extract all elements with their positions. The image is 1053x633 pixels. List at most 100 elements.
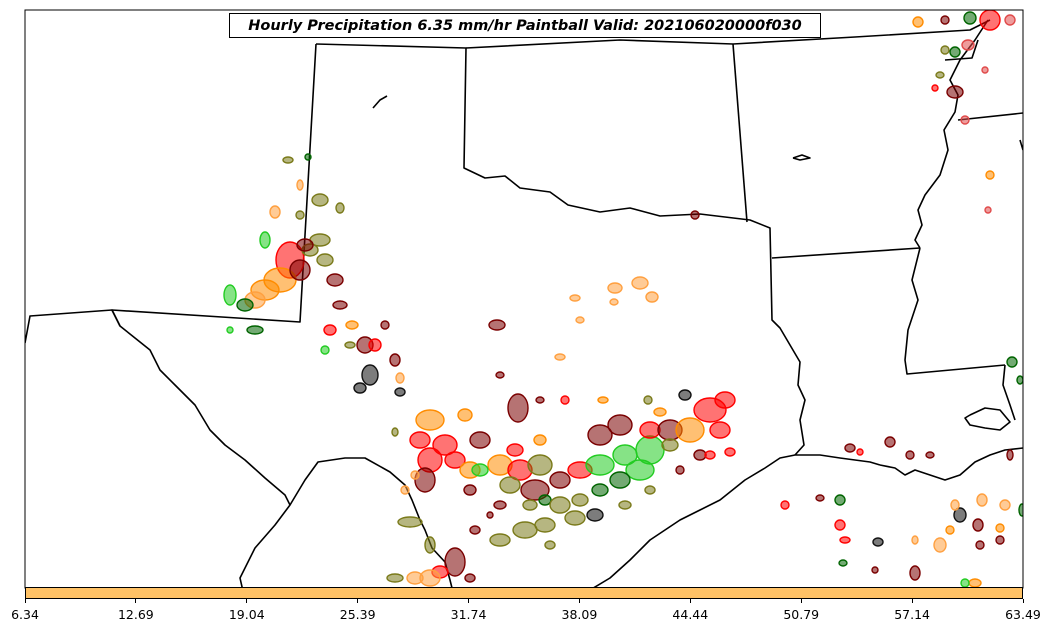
- precip-blob: [414, 467, 436, 493]
- precip-blob: [940, 45, 950, 55]
- precip-blob: [1018, 503, 1023, 517]
- precip-blob: [931, 84, 939, 92]
- precip-blob: [311, 193, 329, 207]
- precip-blob: [912, 16, 924, 28]
- precip-blob: [976, 493, 988, 507]
- precip-blob: [675, 465, 685, 475]
- precip-blob: [304, 153, 312, 161]
- colorbar-tick: [578, 599, 580, 603]
- precip-blob: [704, 450, 716, 460]
- precip-blob: [839, 536, 851, 544]
- precip-blob: [834, 494, 846, 506]
- precip-blob: [905, 450, 915, 460]
- precip-blob: [609, 471, 631, 489]
- precip-blob: [560, 395, 570, 405]
- colorbar-tick: [800, 599, 802, 603]
- precip-blobs: [223, 10, 1023, 588]
- precip-blob: [780, 500, 790, 510]
- precip-blob: [488, 319, 506, 331]
- precip-blob: [571, 493, 589, 507]
- precip-blob: [353, 382, 367, 394]
- precip-blob: [534, 517, 556, 533]
- precip-blob: [953, 507, 967, 523]
- precip-blob: [961, 39, 975, 51]
- precip-blob: [884, 436, 896, 448]
- colorbar-tick-label: 6.34: [11, 607, 39, 622]
- colorbar-tick: [689, 599, 691, 603]
- precip-blob: [549, 471, 571, 489]
- colorbar-tick: [135, 599, 137, 603]
- precip-blob: [316, 253, 334, 267]
- precip-blob: [838, 559, 848, 567]
- precip-blob: [282, 156, 294, 164]
- colorbar-tick-label: 19.04: [228, 607, 265, 622]
- precip-blob: [361, 364, 379, 386]
- precip-blob: [323, 324, 337, 336]
- precip-blob: [985, 170, 995, 180]
- precip-blob: [984, 206, 992, 214]
- precip-blob: [844, 443, 856, 453]
- precip-blob: [609, 298, 619, 306]
- precip-blob: [554, 353, 566, 361]
- precip-blob: [335, 202, 345, 214]
- precip-blob: [391, 427, 399, 437]
- precip-blob: [432, 434, 458, 456]
- precip-blob: [469, 431, 491, 449]
- colorbar: [25, 587, 1023, 599]
- precip-blob: [269, 205, 281, 219]
- precip-blob: [950, 499, 960, 511]
- colorbar-tick: [468, 599, 470, 603]
- precip-blob: [489, 533, 511, 547]
- precip-blob: [591, 483, 609, 497]
- state-boundaries: [25, 19, 1023, 588]
- precip-blob: [533, 434, 547, 446]
- precip-blob: [457, 408, 473, 422]
- precip-blob: [933, 537, 947, 553]
- precip-blob: [223, 284, 237, 306]
- precip-blob: [486, 511, 494, 519]
- precip-blob: [424, 536, 436, 554]
- precip-blob: [597, 396, 609, 404]
- precip-blob: [464, 573, 476, 583]
- precip-blob: [872, 537, 884, 547]
- precip-blob: [693, 449, 707, 461]
- precip-blob: [675, 417, 705, 443]
- precip-blob: [618, 500, 632, 510]
- precip-blob: [975, 540, 985, 550]
- precip-blob: [368, 338, 382, 352]
- precip-blob: [469, 525, 481, 535]
- precip-blob: [1006, 356, 1018, 368]
- precip-blob: [678, 389, 692, 401]
- colorbar-tick: [24, 599, 26, 603]
- precip-blob: [394, 387, 406, 397]
- precip-blob: [400, 485, 410, 495]
- precip-blob: [644, 485, 656, 495]
- precip-blob: [661, 438, 679, 452]
- precip-blob: [345, 320, 359, 330]
- precip-blob: [386, 573, 404, 583]
- precip-blob: [911, 535, 919, 545]
- precip-blob: [968, 578, 982, 588]
- colorbar-tick-label: 31.74: [450, 607, 487, 622]
- precip-blob: [856, 448, 864, 456]
- precip-blob: [945, 525, 955, 535]
- colorbar-tick-label: 57.14: [894, 607, 930, 622]
- precip-blob: [607, 282, 623, 294]
- precip-blob: [397, 516, 423, 528]
- precip-blob: [724, 447, 736, 457]
- colorbar-tick-label: 25.39: [339, 607, 376, 622]
- precip-blob: [527, 454, 553, 476]
- precip-blob: [389, 353, 401, 367]
- precip-blob: [569, 294, 581, 302]
- precip-blob: [296, 238, 314, 252]
- precip-blob: [535, 396, 545, 404]
- map-frame: [24, 9, 1024, 589]
- colorbar-tick: [911, 599, 913, 603]
- precip-blob: [960, 578, 970, 588]
- precip-blob: [935, 71, 945, 79]
- colorbar-tick: [357, 599, 359, 603]
- precip-blob: [444, 547, 466, 577]
- precip-blob: [999, 499, 1011, 511]
- precip-blob: [246, 325, 264, 335]
